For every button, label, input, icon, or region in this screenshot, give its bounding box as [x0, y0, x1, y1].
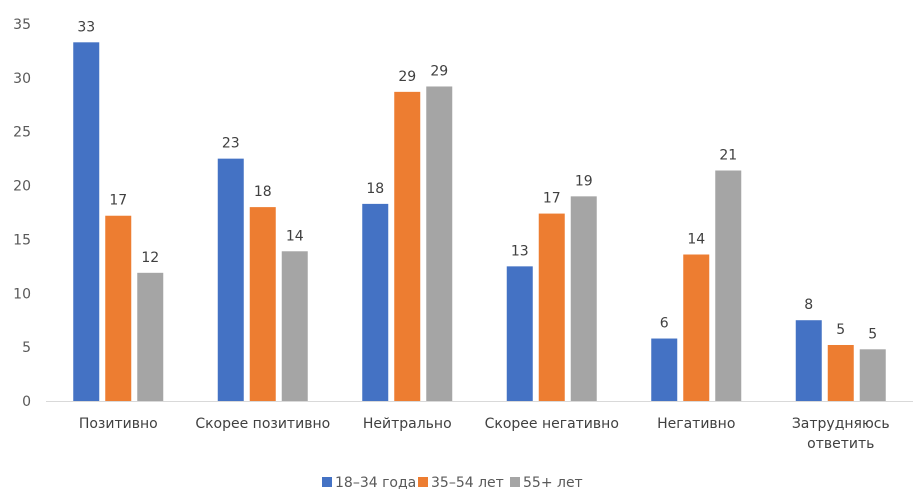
- bar-series-3-category-4: [570, 196, 597, 401]
- bar-series-3-category-5: [715, 170, 742, 401]
- bar-series-3-category-3: [426, 86, 453, 401]
- y-tick-label: 30: [13, 71, 31, 87]
- data-label: 23: [222, 136, 240, 152]
- x-category-label: Затрудняюсь: [792, 416, 890, 432]
- y-axis-ticks: 0 5 10 15 20 25 30 35: [13, 17, 31, 410]
- data-label: 6: [660, 316, 669, 332]
- legend-entry: 18–34 года: [335, 475, 416, 491]
- data-label: 14: [687, 232, 705, 248]
- y-tick-label: 15: [13, 232, 31, 248]
- legend-swatch: [322, 477, 332, 487]
- data-label: 8: [804, 297, 813, 313]
- data-label: 19: [575, 173, 593, 189]
- data-label: 13: [511, 243, 529, 259]
- y-tick-label: 10: [13, 286, 31, 302]
- legend-entry: 35–54 лет: [431, 475, 504, 491]
- y-tick-label: 0: [22, 394, 31, 410]
- bar-series-1-category-6: [795, 320, 822, 401]
- bar-series-1-category-5: [651, 338, 678, 401]
- x-category-label: Позитивно: [79, 416, 158, 432]
- bar-series-2-category-5: [683, 254, 710, 401]
- bars: [73, 42, 886, 402]
- bar-series-2-category-6: [827, 344, 854, 401]
- data-label: 5: [868, 326, 877, 342]
- bar-series-1-category-2: [217, 158, 244, 401]
- legend-swatch: [418, 477, 428, 487]
- bar-series-1-category-1: [73, 42, 100, 401]
- data-label: 18: [366, 181, 384, 197]
- data-label: 29: [398, 69, 416, 85]
- bar-series-2-category-2: [249, 207, 276, 401]
- x-category-label: Скорее позитивно: [195, 416, 330, 432]
- legend-swatch: [510, 477, 520, 487]
- data-label: 18: [254, 184, 272, 200]
- y-tick-label: 35: [13, 17, 31, 33]
- bar-series-1-category-3: [362, 203, 389, 401]
- x-category-label: ответить: [807, 436, 874, 452]
- x-category-label: Негативно: [657, 416, 735, 432]
- bar-series-1-category-4: [506, 266, 533, 401]
- data-labels: 33 23 18 13 6 8 17 18 29 17 14 5 12 14 29 19 21 5: [77, 19, 877, 342]
- y-tick-label: 5: [22, 340, 31, 356]
- y-tick-label: 25: [13, 125, 31, 141]
- data-label: 5: [836, 322, 845, 338]
- data-label: 17: [109, 193, 127, 209]
- data-label: 29: [430, 63, 448, 79]
- bar-series-2-category-1: [105, 215, 132, 401]
- data-label: 12: [141, 250, 159, 266]
- legend-entry: 55+ лет: [523, 475, 583, 491]
- x-category-label: Скорее негативно: [485, 416, 619, 432]
- bar-series-2-category-3: [394, 91, 421, 402]
- x-axis-category-labels: Позитивно Скорее позитивно Нейтрально Скоре…: [79, 416, 890, 452]
- bar-series-3-category-6: [859, 349, 886, 401]
- bar-series-3-category-2: [281, 251, 308, 401]
- y-tick-label: 20: [13, 179, 31, 195]
- bar-series-2-category-4: [538, 213, 565, 401]
- data-label: 33: [77, 19, 95, 35]
- data-label: 21: [719, 147, 737, 163]
- legend: 18–34 года 35–54 лет 55+ лет: [322, 475, 583, 491]
- bar-series-3-category-1: [137, 272, 164, 401]
- x-category-label: Нейтрально: [363, 416, 452, 432]
- data-label: 17: [543, 191, 561, 207]
- data-label: 14: [286, 228, 304, 244]
